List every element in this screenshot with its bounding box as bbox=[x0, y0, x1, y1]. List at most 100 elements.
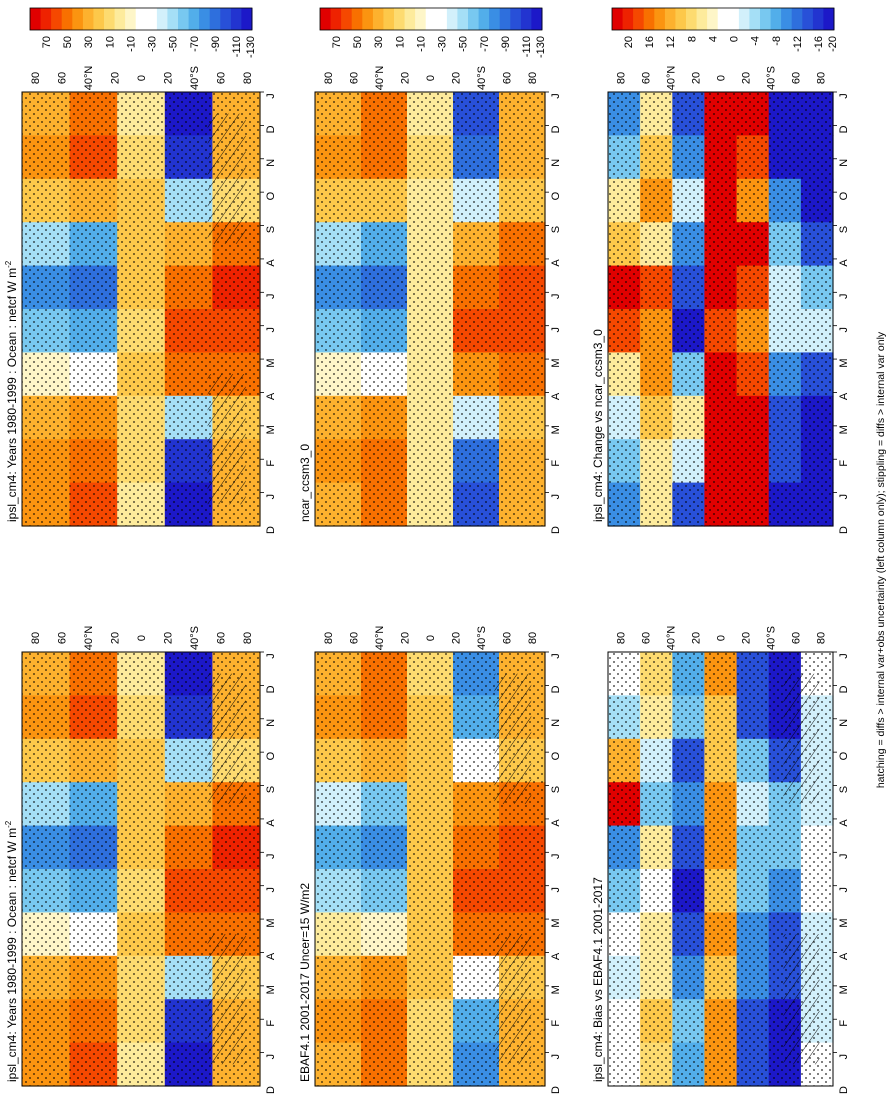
colorbar-swatch bbox=[394, 8, 406, 30]
colorbar-swatch bbox=[404, 8, 416, 30]
month-label: A bbox=[838, 952, 850, 960]
month-label: A bbox=[838, 259, 850, 267]
colorbar-label: -20 bbox=[827, 36, 839, 52]
colorbar-label: 10 bbox=[394, 36, 406, 48]
panel-right-top: J F M A M J J A S O N D J D 80 60 40°N 20 0 20 40°S 60 80 ipsl_… bbox=[4, 66, 277, 534]
month-label: O bbox=[265, 751, 277, 760]
latitude-label: 20 bbox=[399, 632, 411, 644]
latitude-label: 40°S bbox=[189, 626, 201, 650]
colorbar-label: 70 bbox=[41, 36, 53, 48]
colorbar-swatch bbox=[372, 8, 384, 30]
colorbar-swatch bbox=[383, 8, 395, 30]
month-label-start: D bbox=[265, 526, 277, 534]
latitude-label: 40°S bbox=[766, 66, 778, 90]
latitude-label: 80 bbox=[323, 632, 335, 644]
colorbar-swatch bbox=[125, 8, 137, 30]
colorbar-swatch bbox=[51, 8, 63, 30]
colorbar-swatch bbox=[230, 8, 242, 30]
panel-left-bottom: J F M A M J J A S O N D J D 80 60 40°N 20 0 20 40°S 60 80 ipsl_… bbox=[591, 626, 850, 1094]
panel-title: EBAF4.1 2001-2017 Uncer=15 W/m2 bbox=[298, 883, 312, 1082]
month-label: A bbox=[550, 952, 562, 960]
latitude-label: 40°N bbox=[83, 66, 95, 91]
colorbar-label: -8 bbox=[771, 36, 783, 46]
title-superscript: -2 bbox=[4, 260, 13, 268]
latitude-label: 80 bbox=[527, 72, 539, 84]
panel-title: ipsl_cm4: Years 1980-1999 : Ocean : netc… bbox=[4, 820, 19, 1082]
colorbar-swatch bbox=[468, 8, 480, 30]
month-label: J bbox=[838, 887, 850, 893]
latitude-label: 60 bbox=[641, 632, 653, 644]
month-label: O bbox=[550, 751, 562, 760]
latitude-label: 0 bbox=[136, 635, 148, 641]
hatching-overlay bbox=[494, 673, 532, 804]
latitude-label: 80 bbox=[616, 72, 628, 84]
colorbar-swatch bbox=[135, 8, 147, 30]
colorbar-label: -10 bbox=[125, 36, 137, 52]
month-label: A bbox=[838, 392, 850, 400]
panel-title: ipsl_cm4: Change vs ncar_ccsm3_0 bbox=[591, 329, 605, 522]
colorbar-swatch bbox=[188, 8, 200, 30]
month-label: M bbox=[838, 358, 850, 367]
colorbar-label: -30 bbox=[437, 36, 449, 52]
month-label: M bbox=[550, 425, 562, 434]
month-label: M bbox=[550, 918, 562, 927]
colorbar-label: -130 bbox=[535, 36, 547, 58]
colorbar-swatch bbox=[40, 8, 52, 30]
colorbar-label: -16 bbox=[813, 36, 825, 52]
colorbar-frame bbox=[29, 7, 253, 31]
month-label: M bbox=[265, 985, 277, 994]
latitude-label: 0 bbox=[136, 75, 148, 81]
colorbar-label: -10 bbox=[415, 36, 427, 52]
latitude-label: 80 bbox=[30, 632, 42, 644]
month-label: N bbox=[550, 719, 562, 727]
colorbar-swatch bbox=[791, 8, 803, 30]
colorbar-swatch bbox=[167, 8, 179, 30]
latitude-label: 20 bbox=[741, 72, 753, 84]
hatching-overlay bbox=[207, 934, 246, 1065]
colorbar-label: -90 bbox=[500, 36, 512, 52]
colorbar-label: -110 bbox=[231, 36, 243, 57]
colorbar-label: -50 bbox=[458, 36, 470, 52]
colorbar-swatch bbox=[696, 8, 708, 30]
latitude-label: 40°S bbox=[476, 66, 488, 90]
latitude-label: 20 bbox=[162, 72, 174, 84]
month-label: A bbox=[265, 819, 277, 827]
month-label: D bbox=[838, 685, 850, 693]
panel-frame bbox=[314, 91, 546, 527]
month-label: D bbox=[265, 125, 277, 133]
colorbar-swatch bbox=[770, 8, 782, 30]
month-label: J bbox=[265, 294, 277, 300]
colorbar-label: 0 bbox=[729, 36, 741, 42]
colorbar-label: 20 bbox=[623, 36, 635, 48]
month-label: A bbox=[838, 819, 850, 827]
month-label: J bbox=[265, 887, 277, 893]
colorbar-label: -70 bbox=[189, 36, 201, 52]
colorbar-swatch bbox=[178, 8, 190, 30]
colorbar-swatch bbox=[199, 8, 211, 30]
latitude-label: 80 bbox=[816, 632, 828, 644]
month-label: J bbox=[838, 1054, 850, 1060]
panel-frame bbox=[21, 651, 261, 1087]
month-label: M bbox=[550, 358, 562, 367]
latitude-label: 60 bbox=[502, 632, 514, 644]
latitude-label: 20 bbox=[162, 632, 174, 644]
colorbar-swatch bbox=[241, 8, 253, 30]
month-label: F bbox=[838, 1020, 850, 1027]
latitude-label: 40°N bbox=[666, 626, 678, 651]
month-label: J bbox=[265, 1054, 277, 1060]
colorbar-label: -70 bbox=[479, 36, 491, 52]
month-label: J bbox=[265, 327, 277, 333]
latitude-label: 80 bbox=[30, 72, 42, 84]
panel-title: ipsl_cm4: Years 1980-1999 : Ocean : netc… bbox=[4, 260, 19, 522]
colorbar-label: 8 bbox=[686, 36, 698, 42]
latitude-label: 60 bbox=[348, 632, 360, 644]
colorbar-swatch bbox=[499, 8, 511, 30]
colorbar-swatch bbox=[802, 8, 814, 30]
latitude-label: 0 bbox=[425, 75, 437, 81]
colorbar-label: -4 bbox=[750, 36, 762, 46]
panel-left-middle: J F M A M J J A S O N D J D 80 60 40°N 20 0 20 40°S 60 80 EBAF4… bbox=[298, 626, 562, 1094]
month-label: A bbox=[265, 952, 277, 960]
colorbar-swatch bbox=[707, 8, 719, 30]
title-superscript: -2 bbox=[4, 820, 13, 828]
colorbar-label: 50 bbox=[352, 36, 364, 48]
